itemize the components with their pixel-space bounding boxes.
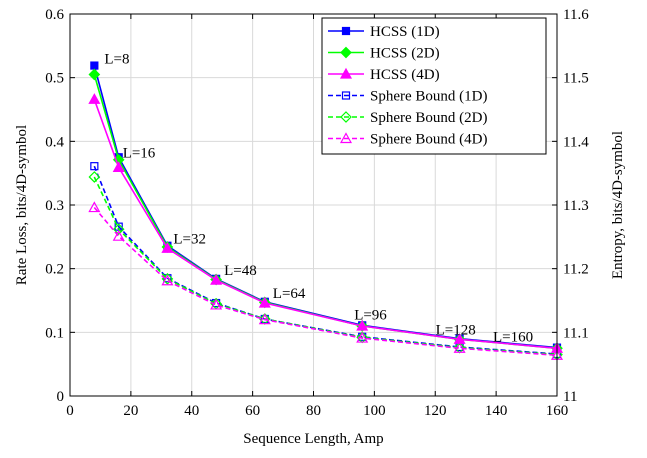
- y-tick-label: 0.1: [45, 325, 64, 341]
- x-tick-label: 120: [424, 403, 447, 419]
- y2-tick-label: 11.1: [563, 325, 589, 341]
- annotation-label: L=16: [123, 145, 156, 161]
- data-point: [91, 163, 98, 170]
- x-tick-label: 80: [306, 403, 321, 419]
- x-tick-label: 20: [123, 403, 138, 419]
- series-line: [94, 166, 557, 354]
- legend-label: Sphere Bound (2D): [370, 110, 487, 126]
- x-axis-label: Sequence Length, Amp: [243, 431, 383, 447]
- annotation-label: L=96: [354, 307, 387, 323]
- data-point: [91, 62, 98, 69]
- y-tick-label: 0.5: [45, 71, 64, 87]
- legend-label: Sphere Bound (1D): [370, 89, 487, 105]
- data-point: [89, 203, 99, 212]
- series-sphere-bound-2d: [89, 172, 562, 360]
- x-tick-label: 160: [546, 403, 569, 419]
- y-tick-label: 0.4: [45, 134, 64, 150]
- legend: HCSS (1D) HCSS (2D) HCSS (4D) Sphere Bound …: [322, 18, 546, 154]
- legend-label: HCSS (2D): [370, 46, 440, 62]
- y-tick-label: 0.3: [45, 198, 64, 214]
- y2-tick-label: 11: [563, 389, 577, 405]
- annotation-label: L=64: [273, 286, 306, 302]
- series-sphere-bound-4d: [89, 203, 562, 360]
- y-tick-label: 0: [57, 389, 65, 405]
- legend-marker: [343, 28, 350, 35]
- data-point: [89, 94, 99, 103]
- annotation-label: L=8: [104, 52, 129, 68]
- legend-label: HCSS (4D): [370, 67, 440, 83]
- annotation-label: L=128: [436, 323, 476, 339]
- y2-tick-label: 11.5: [563, 71, 589, 87]
- x-tick-label: 140: [485, 403, 508, 419]
- y2-axis-label: Entropy, bits/4D-symbol: [610, 131, 626, 279]
- legend-label: Sphere Bound (4D): [370, 132, 487, 148]
- annotation-label: L=48: [224, 263, 257, 279]
- y2-tick-label: 11.2: [563, 262, 589, 278]
- y-axis-label: Rate Loss, bits/4D-symbol: [14, 125, 30, 285]
- y-tick-label: 0.2: [45, 262, 64, 278]
- x-tick-label: 0: [66, 403, 74, 419]
- y2-tick-label: 11.4: [563, 134, 589, 150]
- legend-label: HCSS (1D): [370, 24, 440, 40]
- y2-tick-label: 11.3: [563, 198, 589, 214]
- annotation-label: L=160: [493, 330, 533, 346]
- y2-tick-label: 11.6: [563, 7, 589, 23]
- y-tick-label: 0.6: [45, 7, 64, 23]
- series-sphere-bound-1d: [91, 163, 561, 358]
- x-tick-label: 100: [363, 403, 386, 419]
- series-line: [94, 177, 557, 355]
- annotation-label: L=32: [173, 232, 206, 248]
- x-tick-label: 60: [245, 403, 260, 419]
- x-tick-label: 40: [184, 403, 199, 419]
